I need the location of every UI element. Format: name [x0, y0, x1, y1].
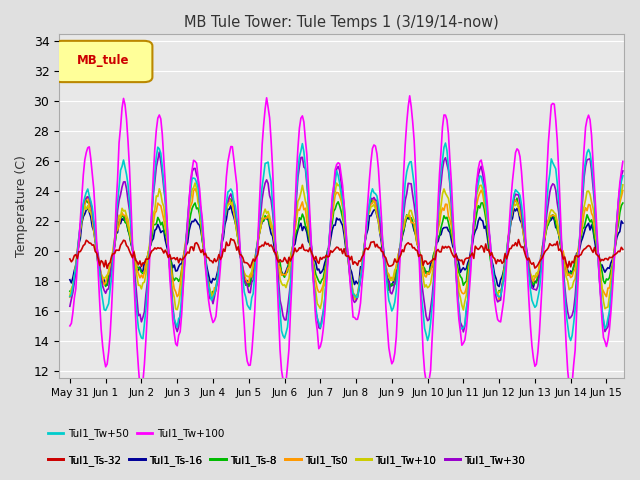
Legend: Tul1_Tw+50, Tul1_Tw+100: Tul1_Tw+50, Tul1_Tw+100	[44, 424, 228, 444]
Title: MB Tule Tower: Tule Temps 1 (3/19/14-now): MB Tule Tower: Tule Temps 1 (3/19/14-now…	[184, 15, 499, 30]
Legend: Tul1_Ts-32, Tul1_Ts-16, Tul1_Ts-8, Tul1_Ts0, Tul1_Tw+10, Tul1_Tw+30: Tul1_Ts-32, Tul1_Ts-16, Tul1_Ts-8, Tul1_…	[44, 451, 529, 470]
Y-axis label: Temperature (C): Temperature (C)	[15, 155, 28, 257]
FancyBboxPatch shape	[54, 41, 152, 82]
Text: MB_tule: MB_tule	[77, 54, 129, 67]
